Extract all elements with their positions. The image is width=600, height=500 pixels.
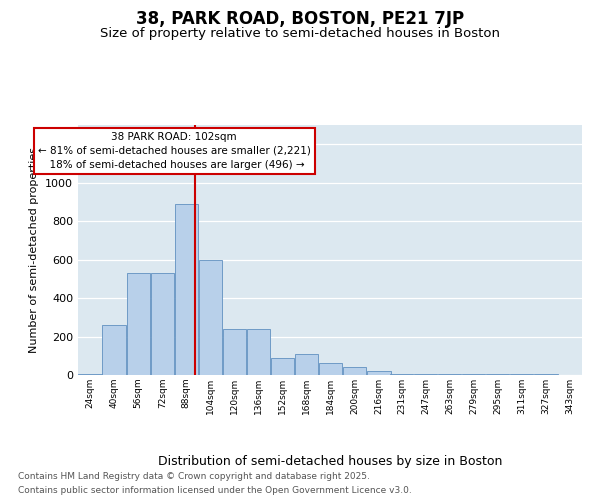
Bar — [462, 374, 485, 375]
Bar — [414, 374, 437, 375]
Bar — [510, 374, 533, 375]
Bar — [103, 325, 126, 375]
Bar — [151, 273, 174, 375]
Text: Contains public sector information licensed under the Open Government Licence v3: Contains public sector information licen… — [18, 486, 412, 495]
Text: Size of property relative to semi-detached houses in Boston: Size of property relative to semi-detach… — [100, 28, 500, 40]
Text: Contains HM Land Registry data © Crown copyright and database right 2025.: Contains HM Land Registry data © Crown c… — [18, 472, 370, 481]
Y-axis label: Number of semi-detached properties: Number of semi-detached properties — [29, 147, 40, 353]
Bar — [247, 329, 270, 375]
Bar — [175, 204, 198, 375]
Bar — [390, 374, 413, 375]
Bar — [127, 273, 150, 375]
Bar — [367, 371, 391, 375]
Bar — [295, 354, 319, 375]
Text: 38, PARK ROAD, BOSTON, PE21 7JP: 38, PARK ROAD, BOSTON, PE21 7JP — [136, 10, 464, 28]
Text: Distribution of semi-detached houses by size in Boston: Distribution of semi-detached houses by … — [158, 454, 502, 468]
Bar — [79, 374, 101, 375]
Bar — [319, 364, 343, 375]
Bar — [223, 329, 246, 375]
Text: 38 PARK ROAD: 102sqm
← 81% of semi-detached houses are smaller (2,221)
  18% of : 38 PARK ROAD: 102sqm ← 81% of semi-detac… — [38, 132, 311, 170]
Bar — [343, 368, 367, 375]
Bar — [486, 374, 509, 375]
Bar — [534, 374, 557, 375]
Bar — [199, 260, 222, 375]
Bar — [438, 374, 461, 375]
Bar — [271, 358, 294, 375]
